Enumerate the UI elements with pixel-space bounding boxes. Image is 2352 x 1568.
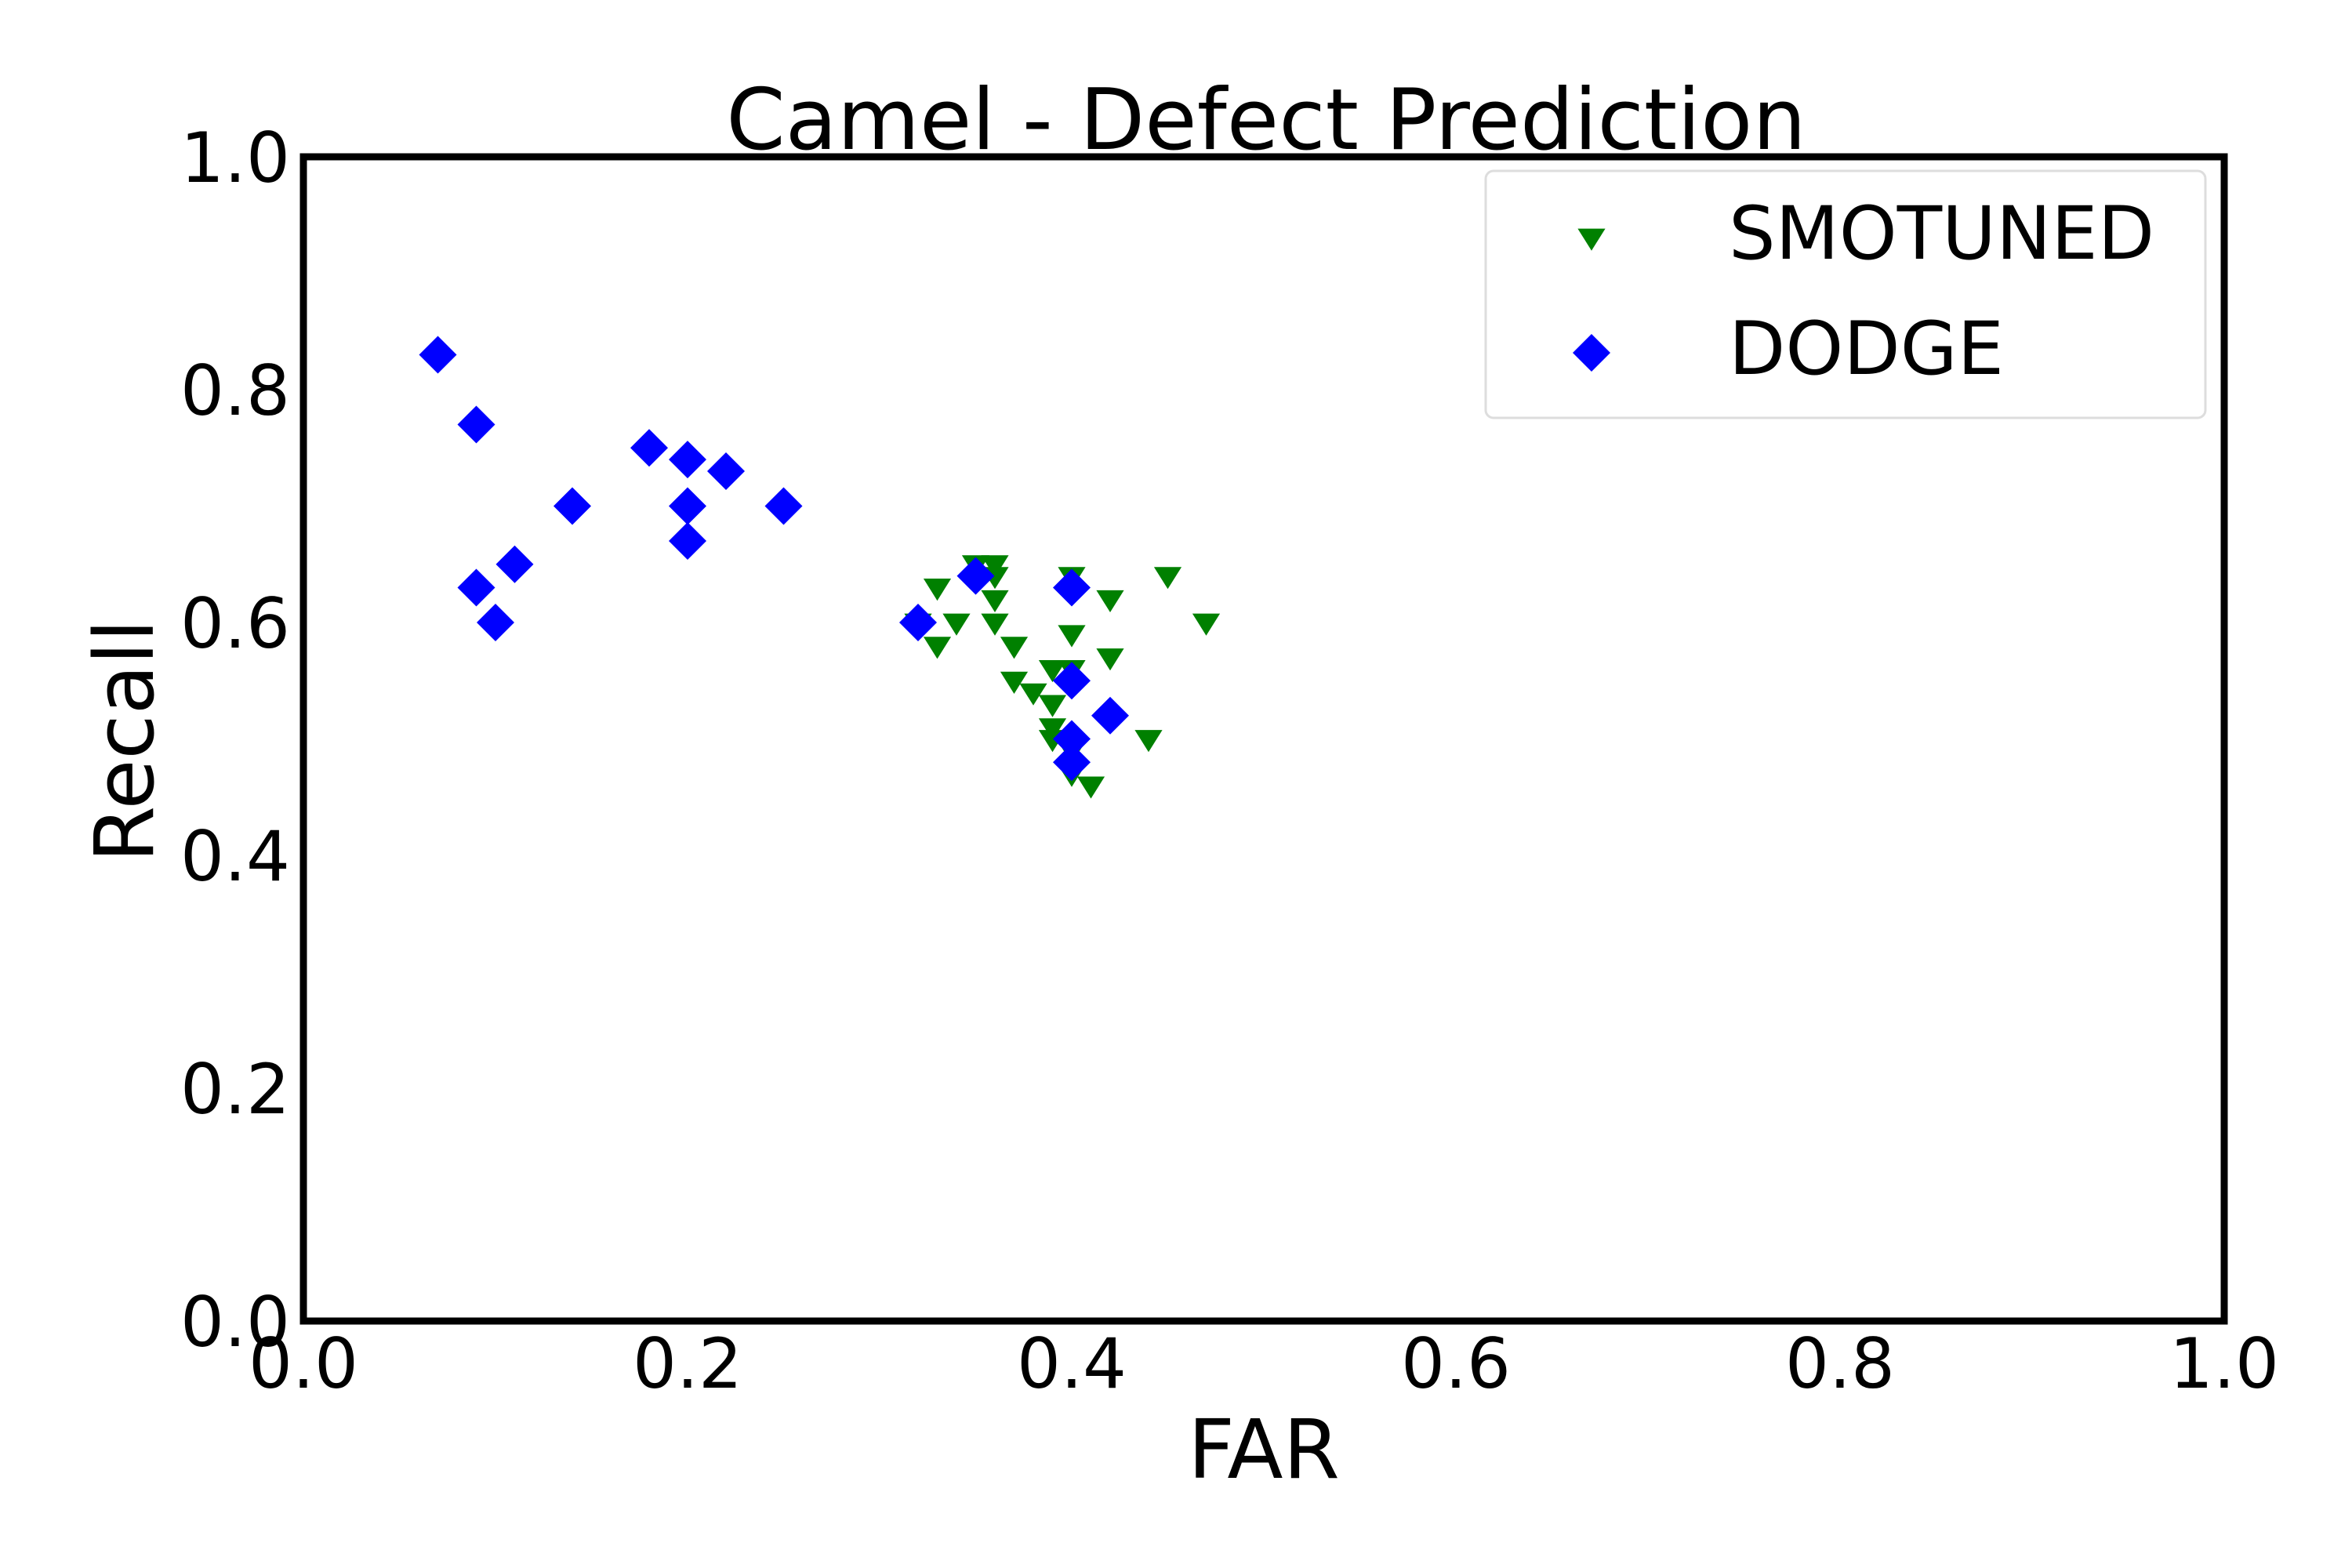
smotuned-point	[1000, 671, 1029, 694]
smotuned-point	[1153, 567, 1182, 590]
dodge-point	[669, 441, 706, 479]
smotuned-point	[923, 579, 952, 601]
x-tick-label: 0.0	[249, 1323, 358, 1404]
plot-frame	[299, 153, 2228, 1325]
x-tick-label: 0.8	[1785, 1323, 1895, 1404]
y-tick-label: 0.2	[180, 1049, 290, 1130]
smotuned-point	[1134, 730, 1163, 753]
x-tick-label: 0.4	[1017, 1323, 1127, 1404]
x-axis-label: FAR	[1188, 1402, 1340, 1497]
dodge-point	[1091, 696, 1129, 735]
dodge-point	[554, 487, 591, 525]
legend: SMOTUNED DODGE	[1484, 169, 2207, 419]
dodge-point	[669, 487, 706, 525]
x-tick-label: 0.6	[1401, 1323, 1511, 1404]
legend-markers	[1573, 228, 1610, 372]
dodge-point	[1053, 720, 1091, 758]
smotuned-point	[942, 613, 971, 636]
smotuned-point	[1076, 776, 1105, 799]
dodge-point	[707, 452, 745, 490]
smotuned-point	[1096, 648, 1124, 671]
y-tick-label: 0.8	[180, 350, 290, 431]
smotuned-point	[1096, 590, 1124, 612]
points-layer	[419, 336, 1221, 799]
ticks-layer: 0.0 0.2 0.4 0.6 0.8 1.0 0.0 0.2 0.4 0.6 0.8 1.0	[180, 118, 2279, 1404]
dodge-point	[899, 604, 937, 641]
smotuned-point	[981, 590, 1009, 612]
y-tick-label: 0.0	[180, 1282, 290, 1363]
dodge-point	[669, 522, 706, 560]
smotuned-point	[923, 637, 952, 659]
dodge-point	[457, 405, 495, 444]
smotuned-point	[981, 613, 1009, 636]
dodge-point	[1053, 568, 1091, 607]
series-dodge	[419, 336, 1129, 782]
chart-title: Camel - Defect Prediction	[726, 71, 1806, 169]
smotuned-point	[981, 555, 1009, 578]
smotuned-point	[1038, 695, 1067, 717]
x-tick-label: 1.0	[2169, 1323, 2279, 1404]
legend-marker-dodge	[1573, 334, 1610, 372]
dodge-point	[956, 557, 995, 595]
legend-label-smotuned: SMOTUNED	[1729, 191, 2154, 277]
dodge-point	[1053, 662, 1091, 700]
smotuned-point	[1038, 718, 1067, 741]
dodge-point	[477, 604, 514, 641]
legend-marker-smotuned	[1577, 228, 1606, 251]
y-tick-label: 0.6	[180, 583, 290, 664]
dodge-point	[630, 429, 668, 467]
smotuned-point	[1000, 637, 1029, 659]
dodge-point	[1053, 743, 1091, 782]
dodge-point	[495, 545, 534, 583]
legend-box	[1484, 169, 2207, 419]
legend-label-dodge: DODGE	[1729, 307, 2004, 392]
dodge-point	[457, 568, 495, 607]
y-axis-label: Recall	[77, 619, 172, 862]
smotuned-point	[1019, 683, 1047, 706]
x-tick-label: 0.2	[633, 1323, 742, 1404]
smotuned-point	[1058, 625, 1086, 648]
y-tick-label: 1.0	[180, 118, 290, 198]
dodge-point	[764, 487, 803, 525]
smotuned-point	[1038, 660, 1067, 683]
dodge-point	[419, 336, 457, 374]
smotuned-point	[1192, 613, 1221, 636]
y-tick-label: 0.4	[180, 816, 290, 897]
